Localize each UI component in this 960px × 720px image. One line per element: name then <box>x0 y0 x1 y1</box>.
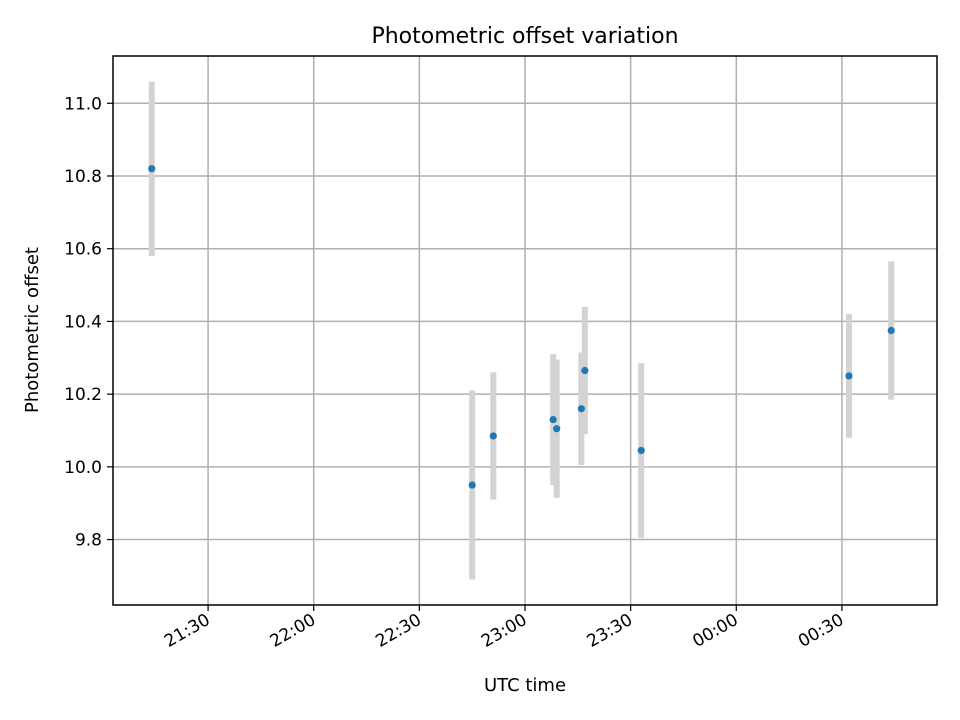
data-point <box>637 446 645 455</box>
x-tick-label: 23:30 <box>584 610 636 652</box>
y-tick-label: 10.6 <box>64 240 102 260</box>
y-tick-label: 10.4 <box>64 312 102 332</box>
x-tick-label: 00:00 <box>689 610 741 652</box>
x-tick-label: 21:30 <box>161 610 213 652</box>
x-axis-label: UTC time <box>484 675 566 696</box>
x-tick-label: 22:00 <box>267 610 319 652</box>
y-axis-label: Photometric offset <box>22 247 43 413</box>
data-point <box>148 165 156 173</box>
errorbars <box>148 81 895 580</box>
data-point <box>845 372 853 380</box>
y-tick-label: 11.0 <box>64 94 102 114</box>
y-tick-label: 10.2 <box>64 385 102 405</box>
chart-title: Photometric offset variation <box>371 24 678 49</box>
y-tick-label: 9.8 <box>75 531 102 551</box>
data-point <box>468 481 476 489</box>
data-point <box>581 366 589 375</box>
x-tick-label: 23:00 <box>478 610 530 652</box>
x-tick-label: 22:30 <box>372 610 424 652</box>
x-tick-label: 00:30 <box>795 610 847 652</box>
grid <box>113 56 937 605</box>
data-points <box>148 165 895 489</box>
x-axis-ticks: 21:30 22:00 22:30 23:00 23:30 00:00 00:30 <box>161 605 847 652</box>
data-point <box>577 405 585 413</box>
y-tick-label: 10.0 <box>64 458 102 478</box>
y-tick-label: 10.8 <box>64 167 102 187</box>
data-point <box>887 326 895 335</box>
data-point <box>549 415 557 424</box>
y-axis-ticks: 9.8 10.0 10.2 10.4 10.6 10.8 11.0 <box>64 94 113 551</box>
data-point <box>489 432 497 440</box>
data-point <box>553 425 561 433</box>
